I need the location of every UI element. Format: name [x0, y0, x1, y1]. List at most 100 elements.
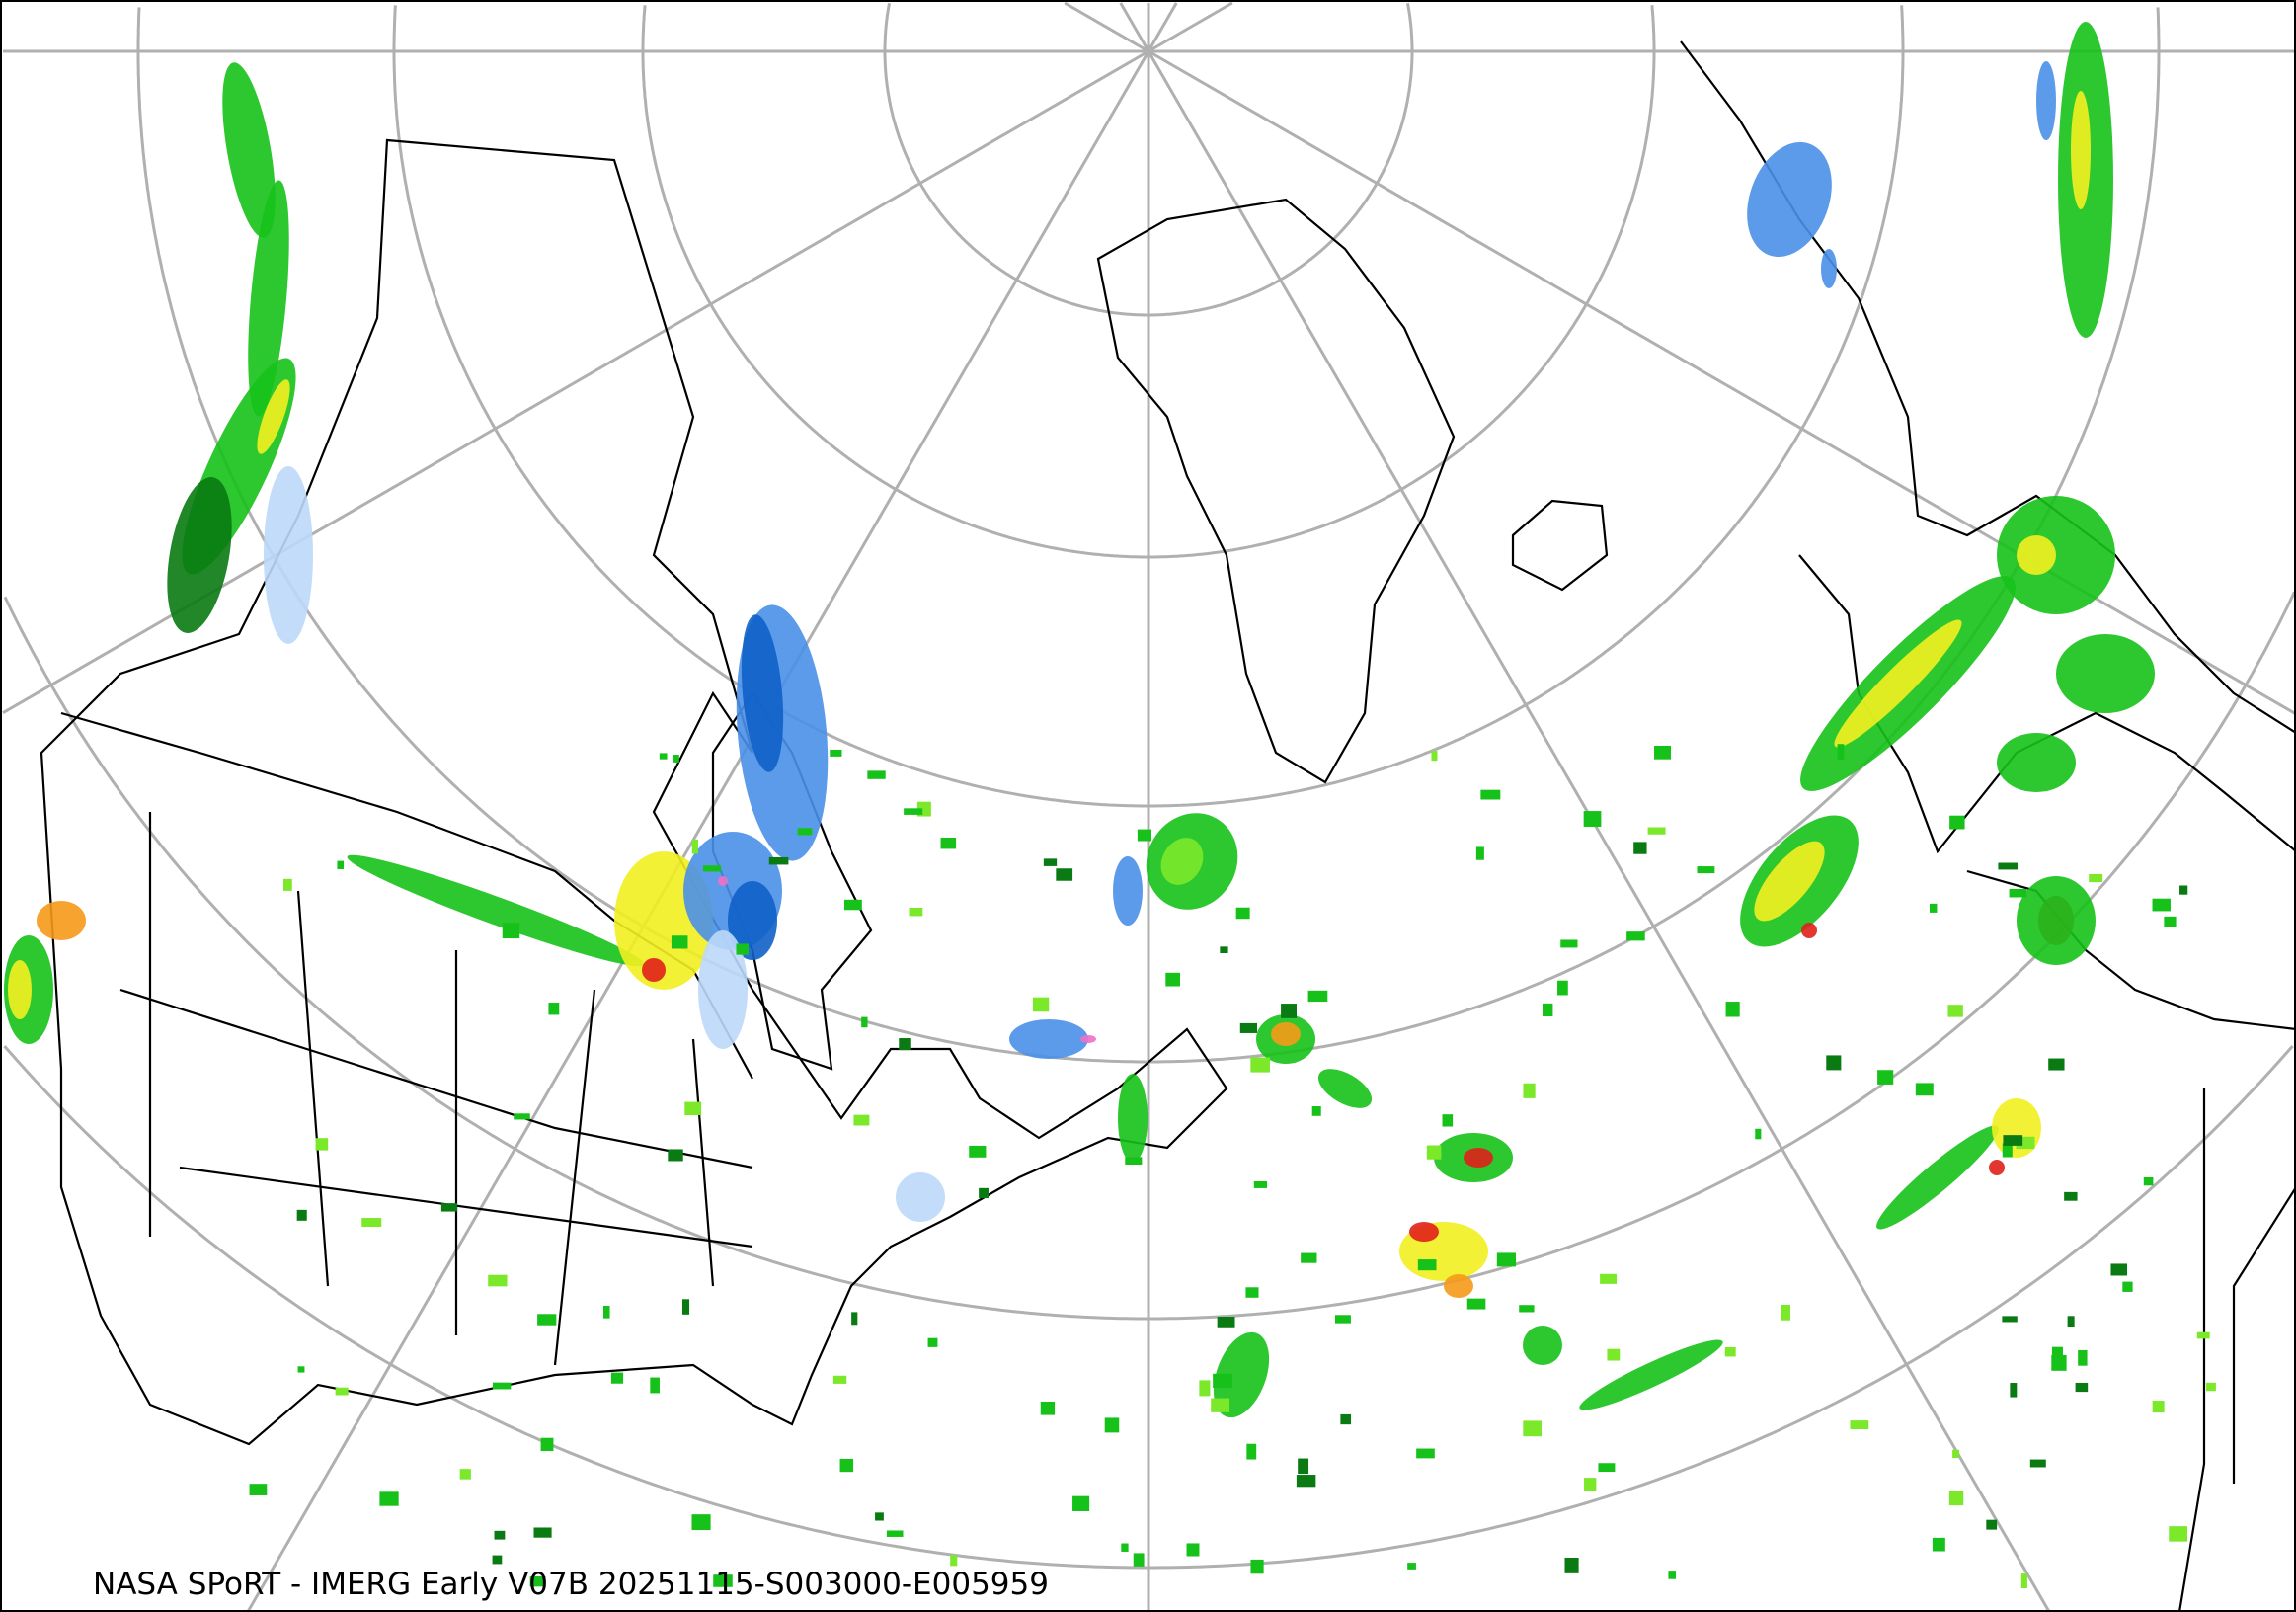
precip-cell: [1298, 1458, 1309, 1475]
precip-cell: [702, 865, 722, 872]
precip-cell: [1600, 1273, 1618, 1284]
precip-cell: [2064, 1191, 2078, 1201]
precip-cell: [222, 62, 276, 238]
precip-cell: [1104, 1417, 1120, 1433]
precip-cell: [1725, 1002, 1740, 1017]
precip-cell: [1496, 1252, 1517, 1267]
latitude-circle: [3, 591, 2294, 1321]
precip-cell: [1475, 846, 1484, 860]
precip-cell: [909, 907, 923, 917]
precip-cell: [529, 1576, 546, 1587]
precip-cell: [492, 1555, 503, 1565]
precip-cell: [659, 753, 668, 760]
precip-cell: [514, 1113, 530, 1120]
precip-cell: [1271, 1022, 1301, 1046]
latitude-circle: [392, 5, 1905, 808]
precip-cell: [1929, 903, 1938, 913]
precip-cell: [1009, 1019, 1088, 1059]
precip-cell: [1340, 1413, 1352, 1425]
precip-cell: [1220, 946, 1228, 954]
precip-cell: [1564, 1557, 1579, 1573]
precip-cell: [1407, 1563, 1416, 1570]
precip-cell: [1125, 1157, 1143, 1165]
precip-cell: [2169, 1526, 2188, 1542]
precip-cell: [736, 943, 749, 955]
precip-cell: [1211, 1398, 1230, 1412]
precip-cell: [1560, 939, 1578, 948]
precip-cell: [347, 854, 645, 967]
precip-cell: [2002, 1143, 2013, 1158]
precip-cell: [1557, 980, 1568, 996]
precip-cell: [1253, 1180, 1268, 1188]
precip-cell: [249, 1484, 268, 1495]
precip-cell: [1072, 1495, 1090, 1511]
precip-cell: [2071, 91, 2091, 209]
precip-cell: [1837, 744, 1845, 761]
precip-cell: [264, 466, 313, 644]
precip-cell: [979, 1187, 989, 1199]
precip-cell: [1876, 1125, 1999, 1230]
precip-cell: [1523, 1326, 1562, 1365]
precip-cell: [1697, 866, 1715, 874]
precip-cell: [1821, 249, 1837, 288]
precip-cell: [1755, 1128, 1762, 1140]
meridian-line: [1119, 2, 1150, 52]
precip-cell: [691, 839, 698, 854]
meridian-line: [1148, 2, 1233, 53]
precip-cell: [379, 1491, 399, 1506]
precip-cell: [248, 180, 289, 417]
precip-cell: [839, 1458, 854, 1473]
precip-cell: [315, 1138, 329, 1151]
precip-cell: [2110, 1263, 2127, 1276]
precip-cell: [459, 1469, 471, 1480]
precip-cell: [2002, 1316, 2018, 1323]
precip-cell: [1235, 907, 1250, 920]
precip-cell: [1250, 1057, 1270, 1073]
precip-cell: [1754, 841, 1825, 922]
meridian-line: [1147, 50, 2050, 1610]
precip-cell: [650, 1377, 660, 1394]
precip-cell: [1747, 141, 1832, 258]
precip-cell: [904, 808, 923, 815]
precip-cell: [2067, 1316, 2075, 1328]
precip-cell: [2020, 1573, 2027, 1588]
precip-cell: [2152, 898, 2171, 912]
precip-cell: [1947, 1005, 1963, 1017]
precip-cell: [1579, 1339, 1723, 1410]
precip-cell: [2143, 1176, 2154, 1186]
precip-cell: [2003, 1135, 2023, 1146]
precip-cell: [1213, 1373, 1233, 1389]
precip-cell: [297, 1366, 305, 1373]
precip-cell: [1160, 838, 1204, 885]
precip-cell: [1952, 1449, 1959, 1459]
precip-cell: [1113, 856, 1143, 926]
precip-cell: [257, 379, 290, 454]
precip-cell: [1250, 1559, 1264, 1574]
precip-cell: [969, 1145, 987, 1158]
precip-cell: [1165, 972, 1180, 987]
precip-cell: [533, 1527, 552, 1538]
precip-cell: [713, 1574, 733, 1587]
canada-us-border: [60, 711, 753, 1366]
precip-cell: [668, 1149, 683, 1162]
precip-cell: [1668, 1571, 1677, 1579]
precip-cell: [681, 1299, 690, 1315]
precip-cell: [2017, 535, 2056, 575]
precip-cell: [1056, 868, 1073, 881]
precip-cell: [830, 749, 842, 757]
precip-cell: [728, 881, 777, 960]
precip-cell: [2048, 1058, 2065, 1071]
precip-cell: [2036, 61, 2056, 140]
precip-cell: [1417, 1259, 1437, 1271]
precip-cell: [2078, 1349, 2088, 1366]
precip-cell: [1245, 1287, 1259, 1298]
precip-cell: [2009, 888, 2027, 898]
precip-cell: [642, 958, 666, 982]
precip-cell: [1416, 1448, 1435, 1459]
precip-cell: [1986, 1519, 1998, 1530]
precip-cell: [1426, 1145, 1442, 1160]
precip-cell: [1246, 1443, 1257, 1460]
precip-cell: [2089, 874, 2103, 883]
precip-cell: [1296, 1475, 1316, 1488]
